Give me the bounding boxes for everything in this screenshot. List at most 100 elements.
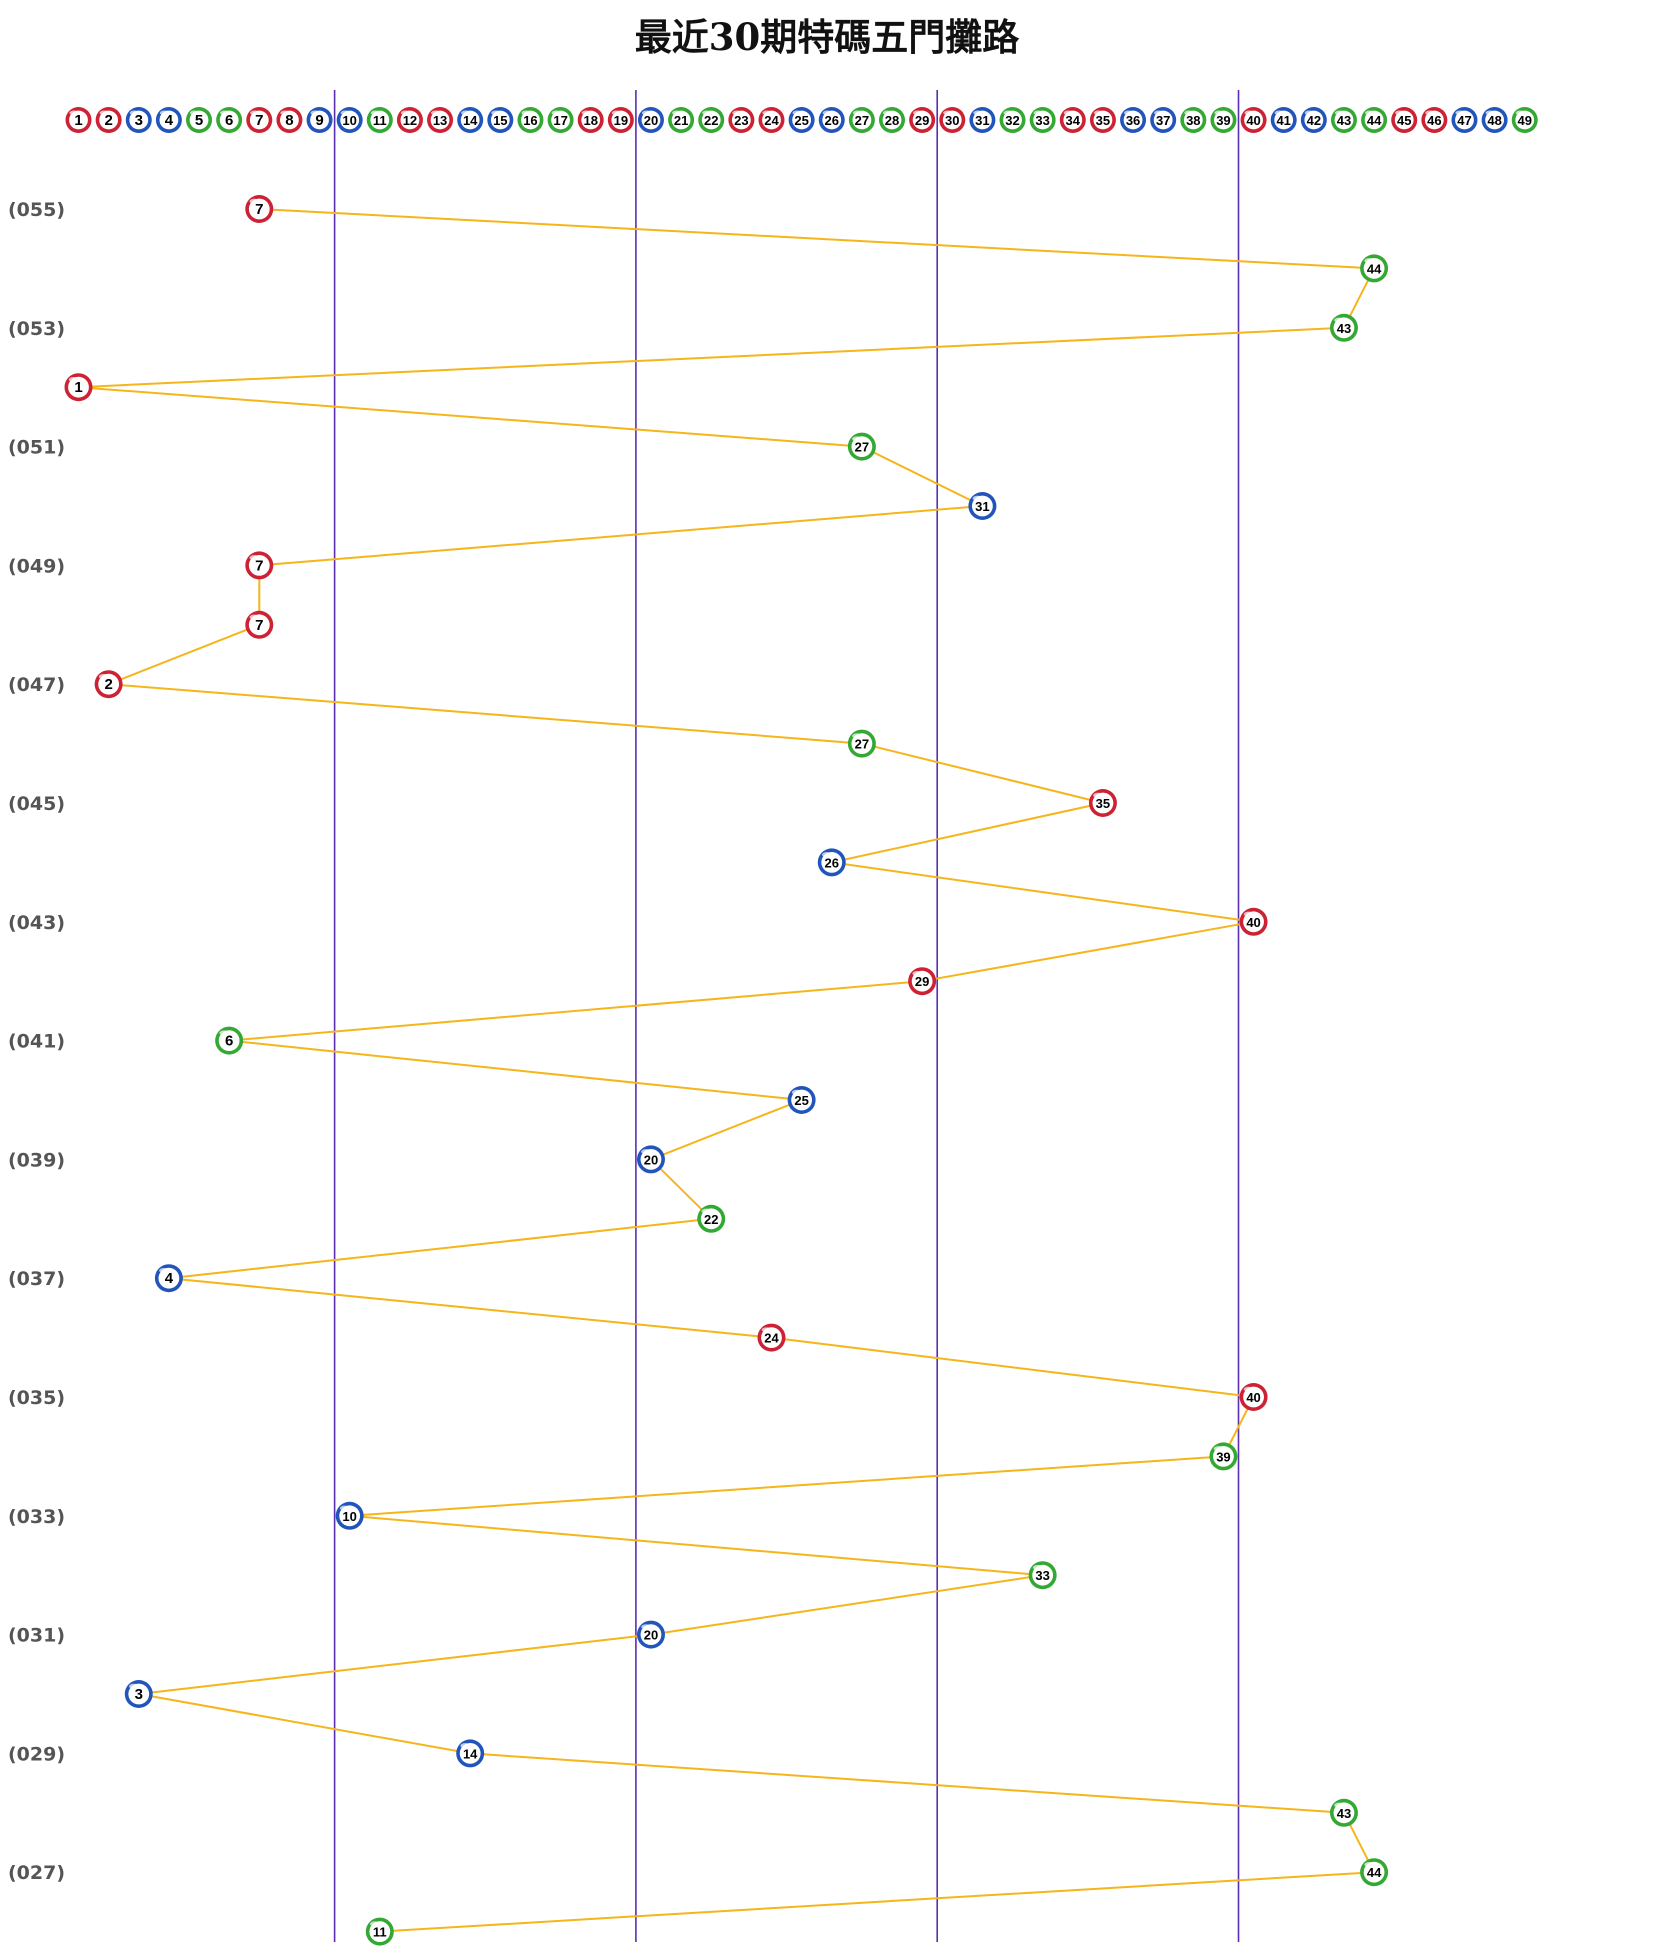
header-ball-46: 46 [1421, 107, 1448, 133]
ball-number: 7 [255, 201, 263, 218]
ball-number: 1 [74, 112, 82, 129]
ball-number: 22 [704, 1212, 718, 1227]
ball-number: 48 [1487, 113, 1501, 128]
header-ball-25: 25 [788, 107, 815, 133]
header-ball-15: 15 [487, 107, 514, 133]
draw-balls: 7 44 43 1 27 31 7 7 2 27 35 26 40 29 6 25 20 22 4 24 40 39 10 3… [64, 195, 1389, 1946]
ball-number: 42 [1307, 113, 1321, 128]
draw-ball: 14 [456, 1739, 485, 1768]
ball-number: 43 [1337, 1806, 1351, 1821]
header-ball-32: 32 [999, 107, 1026, 133]
ball-number: 39 [1216, 1449, 1230, 1464]
ball-number: 31 [975, 499, 989, 514]
ball-number: 21 [674, 113, 688, 128]
period-label: (035) [8, 1387, 65, 1409]
ball-number: 47 [1457, 113, 1471, 128]
draw-ball: 1 [64, 373, 93, 402]
period-label: (029) [8, 1743, 65, 1765]
draw-ball: 27 [847, 729, 876, 758]
draw-ball: 44 [1360, 1858, 1389, 1887]
header-ball-39: 39 [1210, 107, 1237, 133]
header-ball-10: 10 [336, 107, 363, 133]
header-ball-19: 19 [607, 107, 634, 133]
header-ball-12: 12 [396, 107, 423, 133]
ball-number: 29 [915, 974, 929, 989]
ball-number: 49 [1518, 113, 1532, 128]
ball-number: 2 [104, 676, 112, 693]
ball-number: 6 [225, 112, 233, 129]
ball-number: 27 [855, 440, 869, 455]
header-ball-48: 48 [1481, 107, 1508, 133]
header-ball-17: 17 [547, 107, 574, 133]
draw-ball: 27 [847, 432, 876, 461]
draw-ball: 39 [1209, 1442, 1238, 1471]
ball-number: 2 [104, 112, 112, 129]
ball-number: 20 [644, 1628, 658, 1643]
header-ball-row: 1 2 3 4 5 6 7 8 9 10 11 12 13 14 15 16 17 18 19 20 21 22 23 24 2… [65, 107, 1538, 133]
header-ball-8: 8 [276, 107, 303, 133]
ball-number: 27 [855, 737, 869, 752]
header-ball-37: 37 [1150, 107, 1177, 133]
draw-ball: 31 [968, 492, 997, 520]
header-ball-41: 41 [1270, 107, 1297, 133]
ball-number: 30 [945, 113, 959, 128]
ball-number: 40 [1246, 915, 1260, 930]
ball-number: 35 [1096, 113, 1110, 128]
header-ball-29: 29 [909, 107, 936, 133]
draw-ball: 4 [154, 1264, 183, 1293]
ball-number: 10 [342, 113, 356, 128]
ball-number: 33 [1035, 1568, 1049, 1583]
ball-number: 6 [225, 1033, 233, 1050]
ball-number: 35 [1096, 796, 1110, 811]
ball-number: 44 [1367, 113, 1382, 128]
ball-number: 14 [463, 1746, 478, 1761]
period-label: (031) [8, 1625, 65, 1647]
header-ball-16: 16 [517, 107, 544, 133]
header-ball-20: 20 [637, 107, 664, 133]
draw-ball: 6 [215, 1026, 244, 1055]
ball-number: 27 [855, 113, 869, 128]
ball-number: 7 [255, 112, 263, 129]
ball-number: 12 [403, 113, 417, 128]
gate-dividers [333, 90, 1240, 1942]
ball-number: 14 [463, 113, 478, 128]
ball-number: 29 [915, 113, 929, 128]
ball-number: 43 [1337, 113, 1351, 128]
ball-number: 8 [285, 112, 293, 129]
ball-number: 44 [1367, 261, 1382, 276]
period-label: (045) [8, 793, 65, 815]
period-label: (043) [8, 912, 65, 934]
draw-ball: 33 [1028, 1561, 1057, 1590]
header-ball-27: 27 [848, 107, 875, 133]
ball-number: 16 [523, 113, 537, 128]
draw-ball: 7 [245, 551, 274, 580]
draw-ball: 29 [908, 967, 937, 996]
draw-ball: 20 [636, 1145, 665, 1174]
ball-number: 25 [794, 113, 808, 128]
period-label: (041) [8, 1031, 65, 1053]
header-ball-42: 42 [1300, 107, 1327, 133]
period-label: (037) [8, 1268, 65, 1290]
ball-number: 24 [764, 113, 779, 128]
draw-ball: 10 [335, 1501, 364, 1530]
ball-number: 19 [614, 113, 628, 128]
period-label: (027) [8, 1862, 65, 1884]
header-ball-35: 35 [1089, 107, 1116, 133]
header-ball-43: 43 [1330, 107, 1357, 133]
ball-number: 24 [764, 1331, 779, 1346]
ball-number: 28 [885, 113, 899, 128]
header-ball-9: 9 [306, 107, 333, 133]
header-ball-21: 21 [668, 107, 695, 133]
draw-ball: 35 [1088, 789, 1117, 817]
ball-number: 7 [255, 557, 263, 574]
header-ball-23: 23 [728, 107, 755, 133]
ball-number: 40 [1246, 113, 1260, 128]
ball-number: 11 [373, 1925, 387, 1940]
ball-number: 20 [644, 1152, 658, 1167]
header-ball-6: 6 [216, 107, 243, 133]
draw-ball: 24 [757, 1323, 786, 1352]
ball-number: 44 [1367, 1865, 1382, 1880]
header-ball-40: 40 [1240, 107, 1267, 133]
ball-number: 1 [74, 379, 82, 396]
